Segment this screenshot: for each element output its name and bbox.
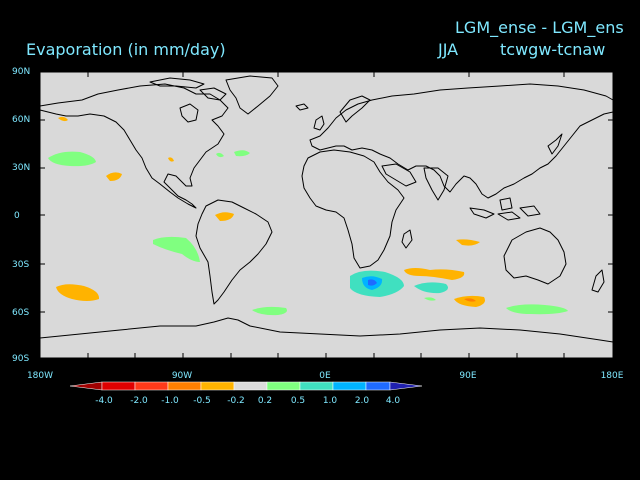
positive-anomalies bbox=[48, 150, 568, 316]
colorbar-high-arrow bbox=[389, 381, 423, 391]
coast-india bbox=[423, 167, 449, 201]
coast-japan bbox=[547, 133, 563, 155]
colorbar-low-arrow bbox=[69, 381, 103, 391]
coast-australia bbox=[503, 227, 567, 285]
anomaly-alaska bbox=[58, 116, 68, 122]
coast-borneo bbox=[499, 197, 513, 211]
coast-south-america bbox=[195, 199, 273, 305]
coast-uk bbox=[313, 115, 325, 131]
lon-label-90w: 90W bbox=[171, 371, 193, 381]
anomaly-north-pacific bbox=[48, 151, 96, 167]
anomaly-south-indian-small bbox=[424, 297, 436, 301]
season-label: JJA bbox=[438, 40, 459, 59]
lat-label-30n: 30N bbox=[12, 163, 31, 173]
anomaly-south-indian bbox=[414, 282, 448, 294]
anomaly-atlantic-equator bbox=[216, 152, 224, 158]
colorbar-label-6: 0.2 bbox=[257, 396, 273, 406]
colorbar-bin-3 bbox=[167, 381, 202, 391]
fields-label: tcwgw-tcnaw bbox=[500, 40, 606, 59]
anomaly-south-indian-neg bbox=[454, 295, 485, 307]
colorbar-bin-5 bbox=[233, 381, 268, 391]
anomaly-south-pacific bbox=[56, 284, 100, 301]
coast-arabia bbox=[381, 163, 417, 187]
colorbar-bin-4 bbox=[200, 381, 235, 391]
lat-label-90n: 90N bbox=[12, 67, 31, 77]
coast-africa bbox=[301, 149, 405, 269]
coast-eurasia bbox=[309, 83, 614, 199]
anomaly-tropical-atlantic bbox=[215, 212, 234, 221]
colorbar-bin-2 bbox=[134, 381, 169, 391]
lon-label-0e: 0E bbox=[319, 371, 331, 381]
coast-arctic-islands bbox=[149, 77, 205, 89]
coast-indonesia bbox=[469, 205, 541, 221]
colorbar-label-4: -0.5 bbox=[193, 396, 211, 406]
colorbar-label-1: -4.0 bbox=[95, 396, 113, 406]
coast-antarctica bbox=[39, 317, 614, 343]
negative-anomalies bbox=[56, 116, 485, 307]
anomaly-southeast-pacific bbox=[153, 236, 200, 262]
colorbar-bin-8 bbox=[332, 381, 367, 391]
colorbar-label-3: -1.0 bbox=[161, 396, 179, 406]
anomaly-north-atlantic bbox=[234, 150, 250, 157]
lat-label-60s: 60S bbox=[12, 308, 30, 318]
lat-label-90s: 90S bbox=[12, 354, 30, 364]
colorbar-label-5: -0.2 bbox=[227, 396, 245, 406]
anomaly-mexico bbox=[168, 157, 174, 162]
axis-ticks bbox=[40, 72, 613, 358]
colorbar-bin-6 bbox=[266, 381, 301, 391]
coast-greenland bbox=[225, 75, 279, 115]
coast-scandinavia bbox=[339, 95, 371, 123]
lon-label-180e: 180E bbox=[600, 371, 624, 381]
coast-madagascar bbox=[401, 229, 413, 249]
lat-label-30s: 30S bbox=[12, 260, 30, 270]
anomaly-south-indian-core bbox=[464, 298, 476, 302]
colorbar-label-9: 2.0 bbox=[354, 396, 370, 406]
colorbar-label-10: 4.0 bbox=[385, 396, 401, 406]
anomaly-southern-ocean bbox=[506, 304, 568, 315]
lon-label-180w: 180W bbox=[26, 371, 54, 381]
anomaly-south-atlantic-1 bbox=[252, 306, 287, 316]
colorbar bbox=[69, 381, 423, 391]
colorbar-label-7: 0.5 bbox=[290, 396, 306, 406]
variable-title: Evaporation (in mm/day) bbox=[26, 40, 226, 59]
colorbar-label-2: -2.0 bbox=[130, 396, 148, 406]
colorbar-bin-1 bbox=[101, 381, 136, 391]
coastlines bbox=[39, 75, 614, 343]
coast-baffin bbox=[199, 87, 227, 101]
colorbar-label-8: 1.0 bbox=[322, 396, 338, 406]
anomaly-indian-ocean-2 bbox=[456, 239, 480, 246]
colorbar-bin-9 bbox=[365, 381, 391, 391]
colorbar-bin-7 bbox=[299, 381, 334, 391]
coast-north-america bbox=[39, 83, 229, 209]
anomaly-subtropical-pacific bbox=[106, 172, 122, 181]
lon-label-90e: 90E bbox=[459, 371, 477, 381]
anomaly-indian-ocean-1 bbox=[404, 268, 465, 280]
experiment-title: LGM_ense - LGM_ens bbox=[455, 18, 624, 37]
lat-label-eq: 0 bbox=[14, 211, 20, 221]
coast-iceland bbox=[295, 103, 309, 111]
lat-label-60n: 60N bbox=[12, 115, 31, 125]
anomaly-south-africa-core bbox=[368, 279, 377, 286]
coast-new-zealand bbox=[591, 269, 605, 293]
coast-hudson-bay bbox=[179, 103, 199, 123]
